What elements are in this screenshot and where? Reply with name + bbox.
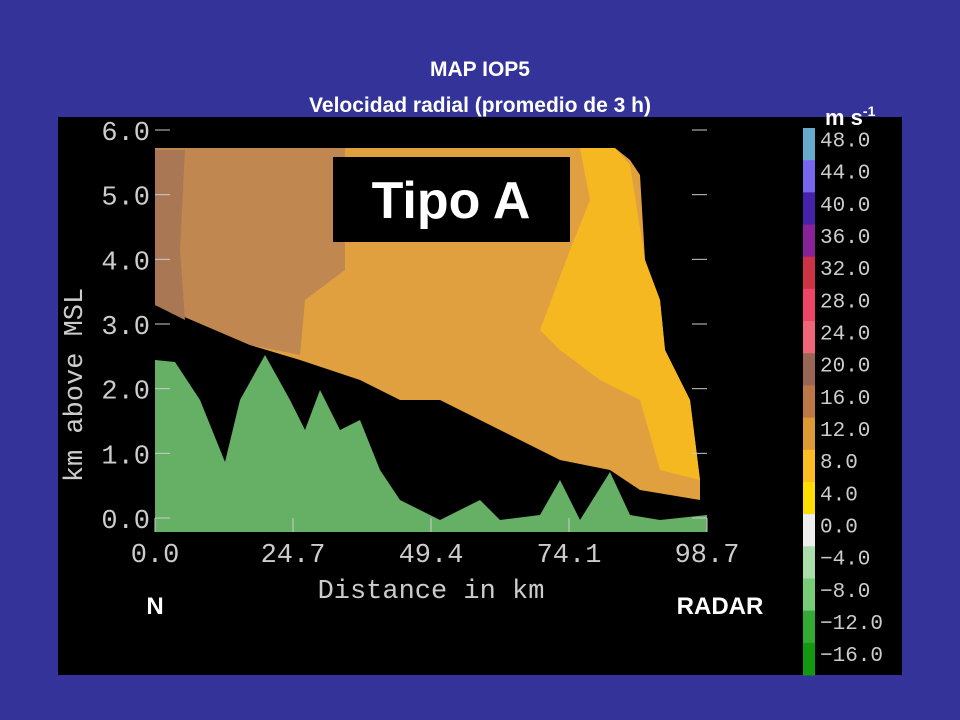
y-tick-label: 1.0 [101, 442, 150, 472]
colorbar-swatch [803, 128, 815, 161]
right-label: RADAR [677, 593, 764, 620]
x-tick-label: 74.1 [537, 541, 602, 571]
y-axis-label: km above MSL [61, 288, 91, 482]
title-line1: MAP IOP5 [430, 58, 530, 81]
colorbar-label: −16.0 [820, 645, 883, 668]
x-tick-label: 0.0 [131, 541, 180, 571]
colorbar-unit: m s-1 [825, 103, 876, 130]
colorbar-swatch [803, 256, 815, 290]
colorbar-label: −8.0 [820, 581, 870, 604]
colorbar-swatch [803, 224, 815, 258]
colorbar-label: −12.0 [820, 613, 883, 636]
colorbar-swatch [803, 610, 815, 644]
unit-exponent: -1 [863, 103, 876, 119]
colorbar-swatch [803, 578, 815, 612]
colorbar-label: 12.0 [820, 420, 870, 443]
colorbar-swatch [803, 385, 815, 419]
y-tick-label: 5.0 [101, 184, 150, 214]
y-tick-label: 3.0 [101, 313, 150, 343]
colorbar-swatch [803, 449, 815, 483]
colorbar-label: 48.0 [820, 130, 870, 153]
annotation: Tipo A [372, 172, 531, 230]
region-tan [155, 148, 345, 355]
y-tick-label: 6.0 [101, 119, 150, 149]
colorbar-label: 28.0 [820, 291, 870, 314]
colorbar-swatch [803, 514, 815, 547]
colorbar-swatch [803, 353, 815, 386]
colorbar-label: 32.0 [820, 259, 870, 282]
colorbar-swatch [803, 546, 815, 579]
colorbar-swatch [803, 642, 815, 676]
y-tick-label: 2.0 [101, 378, 150, 408]
colorbar-label: −4.0 [820, 549, 870, 572]
colorbar-swatch [803, 160, 815, 193]
colorbar-swatch [803, 321, 815, 354]
annotation-box [333, 157, 570, 242]
colorbar-label: 0.0 [820, 517, 858, 540]
colorbar-swatch [803, 192, 815, 226]
title-line2: Velocidad radial (promedio de 3 h) [309, 94, 651, 117]
colorbar-label: 40.0 [820, 195, 870, 218]
x-axis-label: Distance in km [318, 577, 545, 607]
colorbar-label: 20.0 [820, 356, 870, 379]
x-tick-label: 24.7 [261, 541, 326, 571]
region-brown [155, 150, 185, 320]
y-tick-label: 0.0 [101, 507, 150, 537]
x-tick-label: 49.4 [399, 541, 464, 571]
left-label: N [146, 593, 163, 620]
colorbar-label: 4.0 [820, 484, 858, 507]
colorbar-label: 24.0 [820, 323, 870, 346]
colorbar-label: 44.0 [820, 163, 870, 186]
colorbar-swatch [803, 288, 815, 322]
colorbar-swatch [803, 417, 815, 451]
x-tick-label: 98.7 [675, 541, 740, 571]
region-yellow [540, 148, 700, 480]
colorbar-label: 8.0 [820, 452, 858, 475]
terrain [155, 355, 707, 532]
y-tick-label: 4.0 [101, 248, 150, 278]
colorbar-label: 36.0 [820, 227, 870, 250]
unit-text: m s [825, 105, 863, 130]
colorbar-label: 16.0 [820, 388, 870, 411]
colorbar-swatch [803, 481, 815, 515]
